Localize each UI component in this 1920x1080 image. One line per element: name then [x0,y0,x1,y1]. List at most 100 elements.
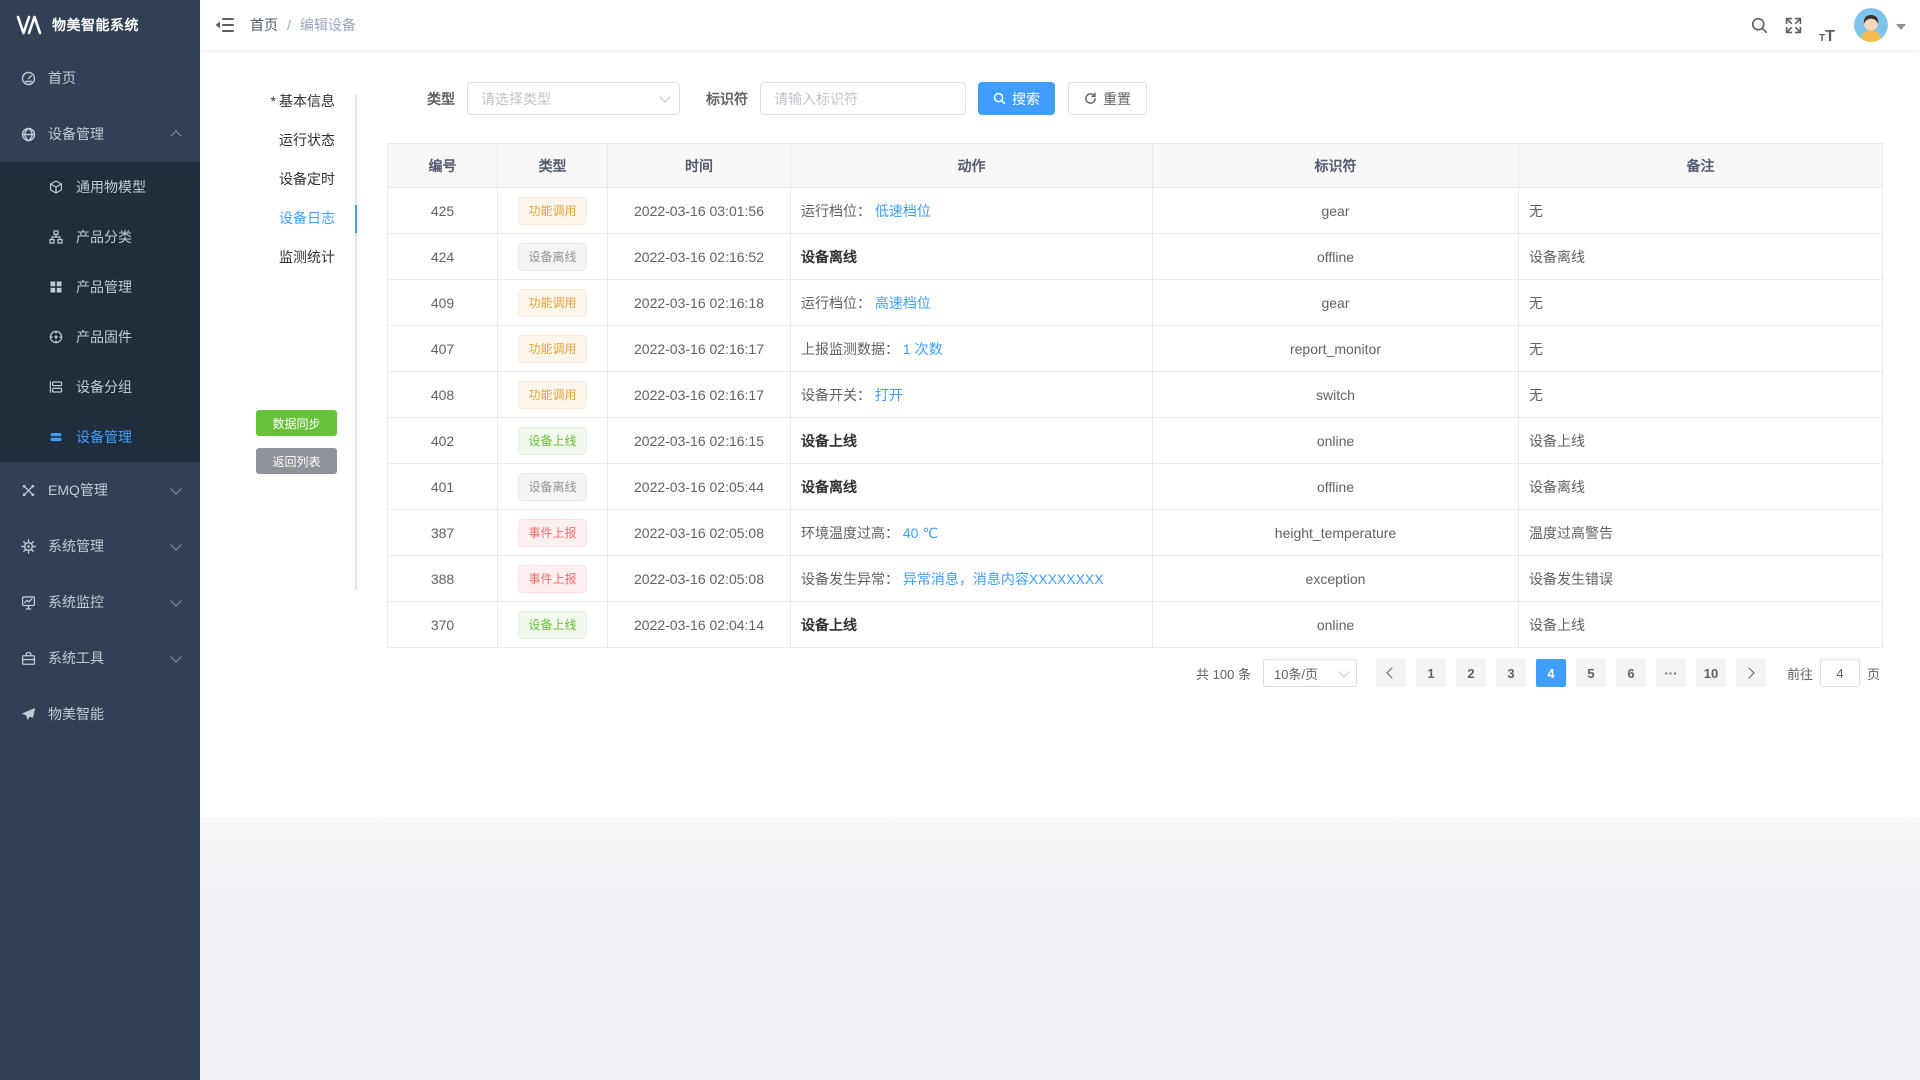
type-select[interactable]: 请选择类型 [467,82,680,115]
chevron-down-icon [170,594,182,607]
sidebar-item-device-manage[interactable]: 设备管理 [0,412,200,462]
search-icon[interactable] [1742,5,1776,45]
action-value-link[interactable]: 1 次数 [902,340,943,357]
sidebar-item-label: 通用物模型 [76,179,146,195]
page-button[interactable]: 2 [1455,659,1486,687]
sidebar-item-label: 系统监控 [48,594,104,610]
fullscreen-icon[interactable] [1776,5,1810,45]
table-row: 370 设备上线 2022-03-16 02:04:14 设备上线 online… [387,601,1883,648]
sidebar-fold-icon[interactable] [215,17,234,33]
chevron-up-icon [170,129,182,142]
sidebar-item-label: 产品分类 [76,229,132,245]
action-value-link[interactable]: 40 ℃ [902,524,939,541]
tab-basic-info[interactable]: * 基本信息 [270,93,335,109]
page-button[interactable]: 6 [1615,659,1646,687]
search-button[interactable]: 搜索 [978,82,1055,115]
column-header-action: 动作 [790,143,1153,188]
action-value-link[interactable]: 高速档位 [874,294,931,311]
tree-icon [48,229,64,245]
action-value-link[interactable]: 异常消息，消息内容XXXXXXXX [902,570,1104,587]
page-button[interactable]: 10 [1695,659,1726,687]
tab-device-log[interactable]: 设备日志 [279,210,335,226]
sidebar-item-label: 产品固件 [76,329,132,345]
page-button[interactable]: 4 [1535,659,1566,687]
type-tag: 设备离线 [518,472,587,501]
action-value-link[interactable]: 打开 [874,386,903,403]
column-header-identifier: 标识符 [1152,143,1519,188]
sidebar-item-label: 系统工具 [48,650,104,666]
group-list-icon [48,379,64,395]
active-tab-indicator [355,205,357,233]
sidebar-item-emq-management[interactable]: EMQ管理 [0,462,200,518]
device-edit-panel: * 基本信息 运行状态 设备定时 设备日志 监测统计 数据同步 返回列表 类型 请… [200,50,1920,817]
chevron-left-icon [1386,667,1399,679]
type-tag: 功能调用 [518,288,587,317]
chevron-down-icon [170,650,182,663]
goto-page: 前往 页 [1787,659,1880,687]
sidebar-item-system-tools[interactable]: 系统工具 [0,630,200,686]
table-row: 409 功能调用 2022-03-16 02:16:18 运行档位： 高速档位 … [387,279,1883,326]
tabs-divider [355,95,357,590]
monitor-icon [20,594,36,610]
sidebar-item-thing-model[interactable]: 通用物模型 [0,162,200,212]
tab-monitor-stats[interactable]: 监测统计 [279,249,335,265]
sidebar-item-product-firmware[interactable]: 产品固件 [0,312,200,362]
action-value-link[interactable]: 低速档位 [874,202,931,219]
type-tag: 设备离线 [518,242,587,271]
gear-icon [20,538,36,554]
avatar[interactable] [1854,8,1888,42]
caret-down-icon[interactable] [1896,23,1906,35]
table-header-row: 编号 类型 时间 动作 标识符 备注 [387,143,1883,188]
grid-icon [48,279,64,295]
type-tag: 事件上报 [518,518,587,547]
page-size-select[interactable]: 10条/页 [1262,659,1357,687]
sidebar-item-label: 设备管理 [76,429,132,445]
app-title: 物美智能系统 [52,17,139,33]
font-size-icon[interactable] [1810,5,1844,45]
required-mark: * [270,93,276,109]
sidebar-item-label: EMQ管理 [48,482,108,498]
sidebar-item-system-monitor[interactable]: 系统监控 [0,574,200,630]
back-to-list-button[interactable]: 返回列表 [256,448,337,474]
page-button[interactable]: 1 [1415,659,1446,687]
cube-icon [48,179,64,195]
tab-device-timer[interactable]: 设备定时 [279,171,335,187]
next-page-button[interactable] [1735,659,1766,687]
table-row: 424 设备离线 2022-03-16 02:16:52 设备离线 offlin… [387,233,1883,280]
page-button[interactable]: 3 [1495,659,1526,687]
bars-icon [48,429,64,445]
sidebar-item-label: 首页 [48,70,76,86]
sidebar-item-product-management[interactable]: 产品管理 [0,262,200,312]
column-header-remark: 备注 [1518,143,1883,188]
sidebar-item-label: 系统管理 [48,538,104,554]
device-log-table: 编号 类型 时间 动作 标识符 备注 425 功能调用 2022-03-16 0… [387,143,1883,648]
chevron-down-icon [170,538,182,551]
chevron-right-icon [1743,667,1756,679]
tab-run-status[interactable]: 运行状态 [279,132,335,148]
sidebar-item-device-group[interactable]: 设备分组 [0,362,200,412]
sidebar-item-product-category[interactable]: 产品分类 [0,212,200,262]
breadcrumb-home[interactable]: 首页 [250,17,278,33]
logo[interactable]: 物美智能系统 [0,0,200,50]
goto-page-input[interactable] [1819,659,1860,687]
sidebar-item-label: 设备分组 [76,379,132,395]
table-row: 425 功能调用 2022-03-16 03:01:56 运行档位： 低速档位 … [387,187,1883,234]
identifier-input[interactable] [760,82,966,115]
data-sync-button[interactable]: 数据同步 [256,410,337,436]
top-navbar: 首页 / 编辑设备 [200,0,1920,50]
total-count: 共 100 条 [1196,666,1251,682]
table-row: 407 功能调用 2022-03-16 02:16:17 上报监测数据： 1 次… [387,325,1883,372]
sidebar-item-wumei-smart[interactable]: 物美智能 [0,686,200,742]
table-row: 402 设备上线 2022-03-16 02:16:15 设备上线 online… [387,417,1883,464]
sidebar-item-device-management[interactable]: 设备管理 [0,106,200,162]
page-button[interactable]: 5 [1575,659,1606,687]
reset-button[interactable]: 重置 [1068,82,1147,115]
prev-page-button[interactable] [1375,659,1406,687]
page-background [200,817,1920,1080]
more-pages-button[interactable]: ··· [1655,659,1686,687]
sidebar-item-system-management[interactable]: 系统管理 [0,518,200,574]
sidebar-item-home[interactable]: 首页 [0,50,200,106]
breadcrumb-current: 编辑设备 [299,17,356,33]
type-tag: 事件上报 [518,564,587,593]
firmware-dial-icon [48,329,64,345]
